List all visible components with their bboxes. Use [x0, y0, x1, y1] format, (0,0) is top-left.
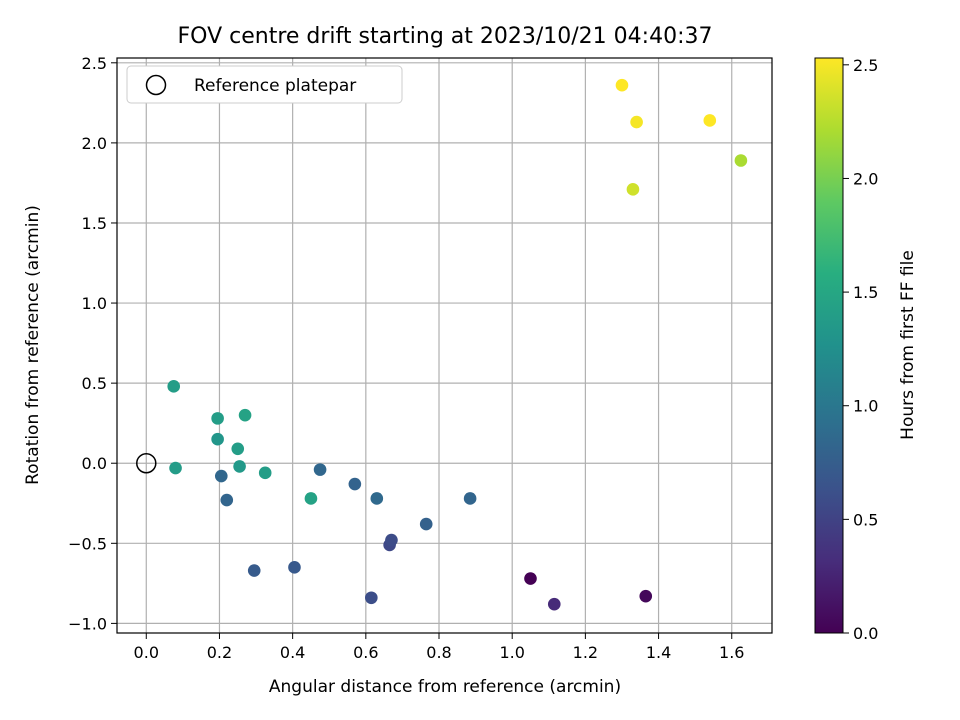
reference-marker-icon: [145, 74, 167, 96]
data-point: [370, 492, 384, 505]
data-point: [220, 493, 234, 507]
data-point: [348, 477, 362, 491]
y-tick-label: 0.0: [82, 454, 107, 473]
x-tick-label: 1.0: [499, 643, 524, 662]
colorbar-tick-label: 1.0: [853, 397, 878, 416]
data-point: [365, 591, 378, 605]
y-axis-ticks: −1.0 −0.5 0.0 0.5 1.0 1.5 2.0 2.5: [68, 54, 117, 633]
data-point: [547, 597, 561, 611]
y-tick-label: 1.5: [82, 214, 107, 233]
legend: Reference platepar: [126, 65, 403, 104]
colorbar-tick-label: 2.0: [853, 169, 878, 188]
x-tick-label: 0.8: [426, 643, 451, 662]
data-point: [238, 408, 252, 422]
x-axis-label: Angular distance from reference (arcmin): [269, 677, 621, 697]
y-axis-label: Rotation from reference (arcmin): [23, 205, 43, 485]
data-points: [136, 78, 748, 611]
y-tick-label: 1.0: [82, 294, 107, 313]
colorbar-tick-label: 2.5: [853, 56, 878, 75]
plot-frame: [116, 57, 773, 634]
colorbar-tick-label: 1.5: [853, 283, 878, 302]
data-point: [214, 469, 228, 483]
chart-title: FOV centre drift starting at 2023/10/21 …: [178, 24, 713, 49]
x-tick-label: 0.2: [207, 643, 232, 662]
colorbar-ticks: 0.0 0.5 1.0 1.5 2.0 2.5: [843, 56, 878, 643]
data-point: [258, 466, 272, 480]
colorbar: [814, 57, 844, 634]
data-point: [231, 442, 245, 456]
reference-platepar-marker: [136, 452, 157, 474]
data-point: [167, 380, 181, 393]
data-point: [211, 432, 224, 446]
colorbar-tick-label: 0.0: [853, 624, 878, 643]
x-axis-ticks: 0.0 0.2 0.4 0.6 0.8 1.0 1.2 1.4 1.6: [134, 633, 744, 662]
y-tick-label: −1.0: [68, 614, 107, 633]
data-point: [169, 461, 182, 475]
colorbar-tick-label: 0.5: [853, 510, 878, 529]
data-point: [626, 183, 640, 196]
colorbar-label: Hours from first FF file: [898, 250, 918, 440]
data-point: [734, 154, 748, 167]
data-point: [615, 78, 629, 92]
x-tick-label: 0.0: [134, 643, 159, 662]
data-point: [524, 572, 537, 585]
y-tick-label: 2.5: [82, 54, 107, 73]
x-tick-label: 0.4: [280, 643, 305, 662]
data-point: [385, 533, 398, 547]
data-point: [288, 561, 301, 574]
legend-box: [126, 65, 403, 104]
x-tick-label: 1.2: [573, 643, 598, 662]
data-point: [703, 114, 717, 127]
x-tick-label: 1.6: [719, 643, 744, 662]
grid-lines: [117, 58, 772, 633]
y-tick-label: −0.5: [68, 534, 107, 553]
data-point: [313, 463, 327, 476]
y-tick-label: 2.0: [82, 134, 107, 153]
data-point: [419, 517, 433, 531]
data-point: [211, 412, 224, 425]
y-tick-label: 0.5: [82, 374, 107, 393]
data-point: [639, 589, 653, 603]
data-point: [304, 492, 318, 505]
data-point: [247, 564, 261, 577]
data-point: [233, 460, 246, 473]
data-point: [630, 115, 643, 129]
x-tick-label: 0.6: [353, 643, 378, 662]
legend-label: Reference platepar: [194, 76, 356, 96]
data-point: [463, 492, 477, 505]
x-tick-label: 1.4: [646, 643, 671, 662]
